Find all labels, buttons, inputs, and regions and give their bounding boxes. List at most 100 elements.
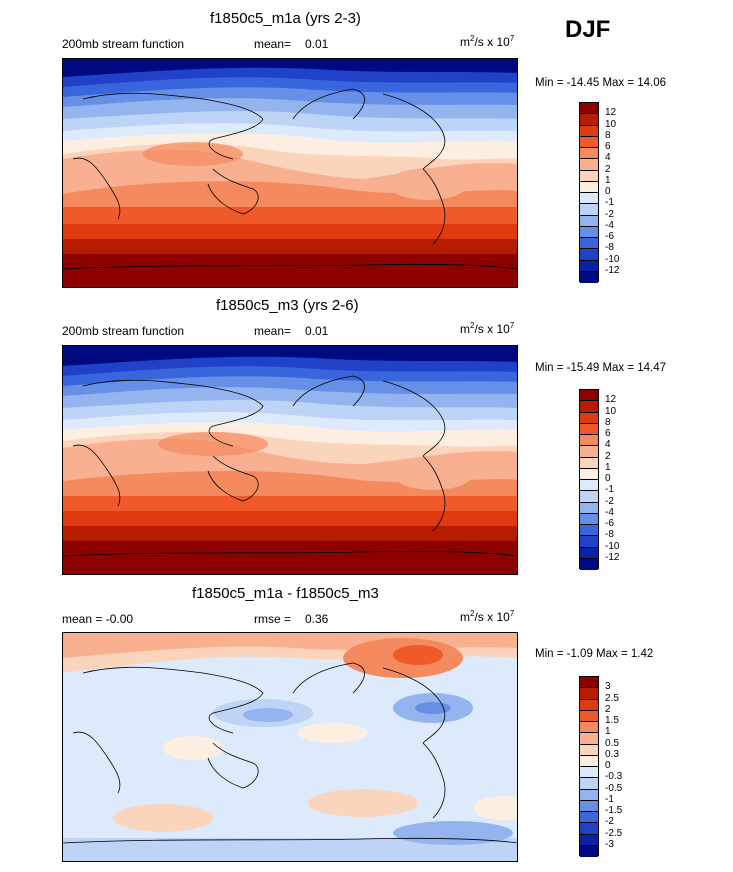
colorbar-tick-label: 0.3	[605, 748, 619, 760]
colorbar-swatch	[580, 103, 598, 115]
colorbar-tick-label: 0	[605, 186, 611, 197]
colorbar-tick-label: 6	[605, 141, 611, 152]
colorbar-tick-label: 1	[605, 461, 611, 473]
colorbar-tick-label: 2	[605, 163, 611, 175]
panel-2-mean-label: mean=	[254, 324, 292, 338]
colorbar-tick-label: -2	[605, 208, 614, 220]
colorbar-swatch	[580, 812, 598, 824]
panel-2-map	[62, 345, 518, 575]
colorbar-tick-label: 0	[605, 760, 611, 771]
colorbar-tick-label: 8	[605, 129, 611, 141]
colorbar-swatch	[580, 558, 598, 570]
colorbar-tick-label: 4	[605, 152, 611, 164]
colorbar-tick-label: 0	[605, 473, 611, 484]
colorbar-tick-label: 1	[605, 726, 611, 738]
panel-2-units: m2/s x 107	[460, 321, 515, 337]
panel-3-units: m2/s x 107	[460, 609, 515, 625]
panel-3-colorbar	[579, 676, 599, 857]
panel-3-minmax: Min = -1.09 Max = 1.42	[535, 648, 654, 660]
colorbar-tick-label: -10	[605, 540, 620, 552]
colorbar-swatch	[580, 249, 598, 261]
panel-3-map	[62, 632, 518, 862]
colorbar-tick-label: -4	[605, 506, 614, 518]
panel-2-title: f1850c5_m3 (yrs 2-6)	[216, 297, 359, 314]
colorbar-tick-label: 2	[605, 450, 611, 462]
panel-3-mean-text: mean = -0.00	[62, 612, 134, 626]
colorbar-swatch	[580, 789, 598, 801]
colorbar-tick-label: 3	[605, 681, 611, 693]
colorbar-swatch	[580, 480, 598, 492]
colorbar-tick-label: -0.3	[605, 771, 623, 783]
colorbar-tick-label: -12	[605, 551, 620, 563]
colorbar-tick-label: -0.5	[605, 782, 623, 794]
colorbar-tick-label: 10	[605, 405, 617, 417]
panel-1-minmax: Min = -14.45 Max = 14.06	[535, 77, 667, 89]
colorbar-swatch	[580, 390, 598, 402]
panel-2-minmax: Min = -15.49 Max = 14.47	[535, 362, 667, 374]
panel-2-colorbar	[579, 389, 599, 570]
colorbar-tick-label: -4	[605, 219, 614, 231]
colorbar-swatch	[580, 204, 598, 216]
panel-1-map	[62, 58, 518, 288]
colorbar-tick-label: -2.5	[605, 827, 623, 839]
season-label: DJF	[565, 16, 611, 43]
colorbar-tick-label: 8	[605, 416, 611, 428]
colorbar-swatch	[580, 491, 598, 503]
colorbar-swatch	[580, 468, 598, 480]
colorbar-swatch	[580, 148, 598, 160]
panel-1-contour-plot	[63, 59, 517, 287]
colorbar-swatch	[580, 513, 598, 525]
colorbar-tick-label: -10	[605, 253, 620, 265]
colorbar-tick-label: 6	[605, 428, 611, 439]
panel-2-field-label: 200mb stream function	[62, 324, 185, 338]
colorbar-tick-label: 1	[605, 174, 611, 186]
panel-1-units: m2/s x 107	[460, 34, 515, 50]
colorbar-tick-label: 1.5	[605, 715, 619, 726]
colorbar-swatch	[580, 767, 598, 779]
colorbar-swatch	[580, 733, 598, 745]
colorbar-swatch	[580, 778, 598, 790]
colorbar-swatch	[580, 710, 598, 722]
colorbar-tick-label: -2	[605, 495, 614, 507]
colorbar-swatch	[580, 457, 598, 469]
panel-3-contour-plot	[63, 633, 517, 861]
colorbar-swatch	[580, 446, 598, 458]
colorbar-swatch	[580, 170, 598, 182]
colorbar-tick-label: 10	[605, 118, 617, 130]
colorbar-tick-label: -8	[605, 529, 614, 541]
colorbar-swatch	[580, 238, 598, 250]
colorbar-tick-label: -3	[605, 838, 614, 850]
colorbar-swatch	[580, 114, 598, 126]
panel-1-mean-label: mean=	[254, 37, 292, 51]
colorbar-tick-label: -6	[605, 518, 614, 529]
colorbar-swatch	[580, 181, 598, 193]
colorbar-swatch	[580, 755, 598, 767]
colorbar-swatch	[580, 525, 598, 537]
panel-2-contour-plot	[63, 346, 517, 574]
colorbar-tick-label: -12	[605, 264, 620, 276]
panel-3-rmse-value: 0.36	[305, 612, 329, 626]
panel-3-title: f1850c5_m1a - f1850c5_m3	[192, 585, 379, 602]
colorbar-tick-label: -2	[605, 816, 614, 828]
colorbar-swatch	[580, 688, 598, 700]
colorbar-swatch	[580, 699, 598, 711]
panel-3-rmse-label: rmse =	[254, 612, 292, 626]
colorbar-swatch	[580, 435, 598, 447]
colorbar-tick-label: -8	[605, 242, 614, 254]
colorbar-tick-label: 2.5	[605, 692, 619, 704]
colorbar-tick-label: -1	[605, 484, 614, 496]
colorbar-swatch	[580, 159, 598, 171]
colorbar-tick-label: -1.5	[605, 805, 623, 816]
colorbar-swatch	[580, 845, 598, 857]
colorbar-tick-label: 0.5	[605, 737, 619, 749]
panel-1-colorbar	[579, 102, 599, 283]
colorbar-swatch	[580, 744, 598, 756]
panel-1-mean-value: 0.01	[305, 37, 329, 51]
colorbar-swatch	[580, 193, 598, 205]
colorbar-swatch	[580, 800, 598, 812]
colorbar-tick-label: 4	[605, 439, 611, 451]
colorbar-swatch	[580, 722, 598, 734]
colorbar-tick-label: 12	[605, 394, 617, 406]
colorbar-tick-label: -1	[605, 793, 614, 805]
panel-1-field-label: 200mb stream function	[62, 37, 185, 51]
